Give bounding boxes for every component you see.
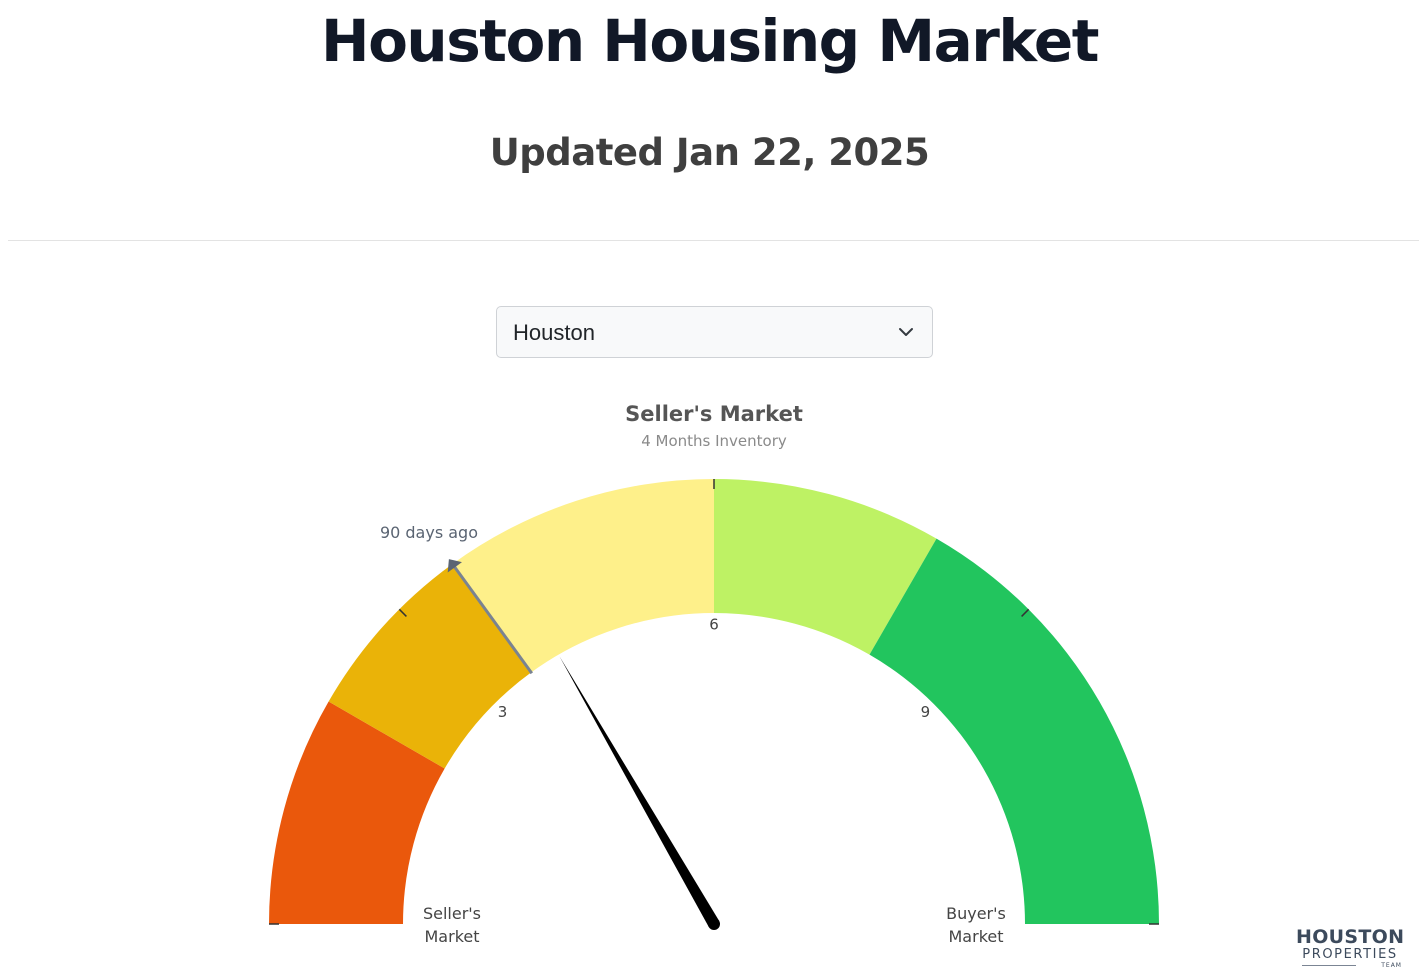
end-label-right-line2: Market (949, 927, 1004, 946)
gauge-band-1 (328, 563, 532, 769)
market-select[interactable]: Houston (496, 306, 933, 358)
gauge-title: Seller's Market (625, 402, 803, 426)
end-label-left-line2: Market (425, 927, 480, 946)
end-label-right-line1: Buyer's (946, 904, 1006, 923)
gauge-tick-label-2: 9 (921, 703, 931, 721)
gauge-band-4 (869, 538, 1159, 924)
reference-marker-pointer (447, 559, 462, 573)
logo-text-line2: PROPERTIES (1302, 947, 1398, 962)
gauge-needle-pivot (708, 918, 720, 930)
divider (8, 240, 1419, 241)
reference-label: 90 days ago (380, 523, 478, 542)
gauge-bands (269, 479, 1159, 924)
houston-properties-logo: HOUSTON PROPERTIES TEAM (1296, 926, 1406, 972)
gauge-ticks (269, 479, 1159, 925)
gauge-markers (447, 559, 720, 930)
page-title: Houston Housing Market (321, 7, 1099, 75)
market-select-value: Houston (513, 320, 595, 345)
chevron-down-icon (899, 328, 913, 336)
gauge-labels: Seller's Market 4 Months Inventory Selle… (380, 402, 1006, 946)
reference-marker-line (448, 559, 534, 675)
updated-date: Updated Jan 22, 2025 (489, 131, 930, 174)
gauge-band-0 (269, 701, 445, 924)
gauge-tick-1 (398, 608, 407, 617)
gauge-band-2 (452, 479, 714, 673)
logo-text-line1: HOUSTON (1296, 926, 1405, 948)
gauge-tick-3 (1021, 608, 1030, 617)
gauge-tick-label-1: 6 (709, 616, 719, 634)
gauge-subtitle: 4 Months Inventory (641, 432, 787, 450)
logo-rule (1302, 965, 1356, 966)
gauge-band-3 (714, 479, 937, 655)
gauge-needle (559, 656, 720, 927)
logo-text-line3: TEAM (1381, 962, 1402, 969)
end-label-left-line1: Seller's (423, 904, 481, 923)
gauge-tick-label-0: 3 (498, 703, 508, 721)
